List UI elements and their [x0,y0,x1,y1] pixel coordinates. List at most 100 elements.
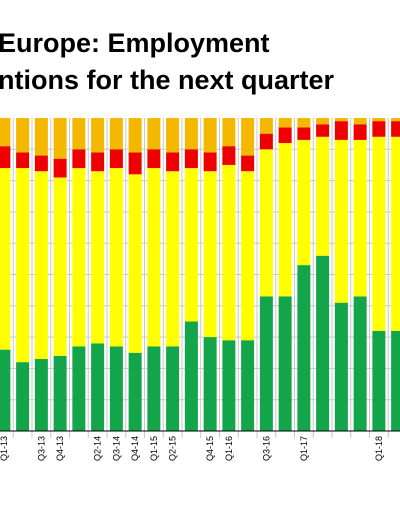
bar-no-change [184,168,198,322]
bar-no-change [53,177,67,356]
x-tick-label: Q4-15 [205,436,215,461]
bar-dont-know [297,265,311,431]
bar-increase [147,118,161,150]
bar-dont-know [222,340,236,431]
bar-dont-know [184,321,198,431]
bar-decrease [203,152,217,172]
bar-no-change [34,171,48,360]
bar-increase [334,118,348,122]
bar-decrease [222,146,236,165]
bar-increase [128,118,142,153]
bar-decrease [391,121,400,137]
bar-increase [0,118,11,147]
bar-decrease [334,121,348,140]
bar-dont-know [34,359,48,431]
bar-decrease [53,158,67,178]
bar-increase [297,118,311,128]
x-tick-label: Q3-13 [36,436,46,461]
bar-no-change [0,168,11,350]
bar-decrease [34,155,48,172]
bar-increase [241,118,255,156]
bar-increase [353,118,367,125]
bar-dont-know [72,346,86,431]
bar-no-change [334,139,348,303]
bar-no-change [16,168,30,363]
bar-dont-know [372,330,386,431]
x-tick-label: Q3-16 [261,436,271,461]
bar-no-change [259,149,273,297]
bar-no-change [391,136,400,331]
bar-dont-know [91,343,105,431]
bar-dont-know [259,296,273,431]
x-tick-label: Q2-15 [168,436,178,461]
bar-no-change [72,168,86,347]
bar-no-change [372,136,386,331]
bar-increase [222,118,236,147]
bar-increase [316,118,330,125]
bar-decrease [147,149,161,169]
bar-increase [91,118,105,153]
bar-dont-know [316,255,330,431]
x-tick-label: Q1-16 [224,436,234,461]
bar-decrease [16,152,30,169]
x-tick-label: Q1-17 [299,436,309,461]
bar-dont-know [353,296,367,431]
bar-decrease [297,127,311,140]
bar-dont-know [334,302,348,431]
bar-increase [16,118,30,153]
bar-dont-know [128,352,142,431]
bar-decrease [316,124,330,137]
bar-increase [372,118,386,122]
bar-no-change [316,136,330,256]
bar-dont-know [203,337,217,431]
bar-increase [391,118,400,122]
bar-no-change [128,174,142,353]
bar-no-change [147,168,161,347]
bar-increase [109,118,123,150]
bar-dont-know [147,346,161,431]
bar-no-change [203,171,217,338]
chart-title-line-2: ntions for the next quarter [0,65,335,95]
bar-no-change [278,143,292,297]
x-tick-label: Q1-15 [149,436,159,461]
bar-increase [203,118,217,153]
bar-dont-know [53,355,67,431]
bar-dont-know [0,349,11,431]
bar-increase [259,118,273,134]
x-tick-label: Q2-14 [93,436,103,461]
bar-decrease [109,149,123,169]
bar-no-change [241,171,255,341]
bar-dont-know [16,362,30,431]
chart-title-line-1: Europe: Employment [0,28,270,58]
bar-increase [34,118,48,156]
bar-decrease [72,149,86,169]
bar-no-change [297,139,311,266]
bar-decrease [0,146,11,169]
bar-dont-know [278,296,292,431]
bar-decrease [184,149,198,169]
bar-increase [184,118,198,150]
bar-decrease [259,133,273,150]
bar-increase [53,118,67,159]
bar-decrease [166,152,180,172]
bar-decrease [241,155,255,172]
x-tick-label: Q1-13 [0,436,9,461]
bar-increase [278,118,292,128]
bar-dont-know [241,340,255,431]
bar-decrease [91,152,105,172]
bar-decrease [128,152,142,175]
bar-dont-know [166,346,180,431]
x-tick-label: Q1-18 [374,436,384,461]
bar-increase [166,118,180,153]
bar-decrease [372,121,386,137]
x-tick-label: Q4-14 [130,436,140,461]
bar-no-change [91,171,105,344]
bar-decrease [278,127,292,144]
bar-dont-know [391,330,400,431]
bar-decrease [353,124,367,140]
bar-no-change [109,168,123,347]
bar-no-change [353,139,367,297]
bar-no-change [222,164,236,341]
bar-dont-know [109,346,123,431]
